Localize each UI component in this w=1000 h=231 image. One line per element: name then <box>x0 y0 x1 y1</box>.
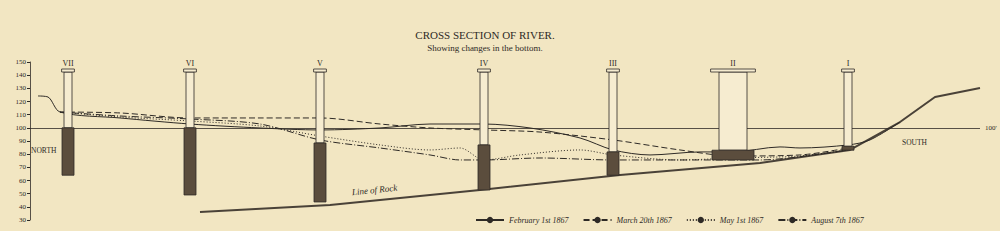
svg-text:110: 110 <box>16 111 27 119</box>
svg-text:VI: VI <box>186 59 195 68</box>
svg-text:Showing changes in the bottom.: Showing changes in the bottom. <box>427 43 543 53</box>
svg-text:SOUTH: SOUTH <box>902 138 928 147</box>
svg-text:100': 100' <box>985 124 997 132</box>
svg-text:March 20th 1867: March 20th 1867 <box>616 216 673 225</box>
svg-text:IV: IV <box>480 59 489 68</box>
svg-text:150: 150 <box>16 58 27 66</box>
svg-text:50: 50 <box>19 190 27 198</box>
svg-text:NORTH: NORTH <box>31 146 57 155</box>
svg-text:August 7th 1867: August 7th 1867 <box>810 216 864 225</box>
svg-text:140: 140 <box>16 71 27 79</box>
svg-text:V: V <box>317 59 323 68</box>
svg-text:90: 90 <box>19 137 27 145</box>
svg-text:80: 80 <box>19 150 27 158</box>
svg-text:30: 30 <box>19 216 27 224</box>
svg-text:May 1st 1867: May 1st 1867 <box>719 216 765 225</box>
svg-text:60: 60 <box>19 177 27 185</box>
svg-text:130: 130 <box>16 84 27 92</box>
svg-text:III: III <box>609 59 617 68</box>
svg-text:I: I <box>847 59 850 68</box>
svg-text:100: 100 <box>16 124 27 132</box>
svg-text:II: II <box>730 59 736 68</box>
svg-text:120: 120 <box>16 98 27 106</box>
svg-text:CROSS SECTION OF RIVER.: CROSS SECTION OF RIVER. <box>415 29 555 41</box>
svg-text:VII: VII <box>62 59 73 68</box>
svg-text:February 1st 1867: February 1st 1867 <box>508 216 570 225</box>
svg-text:70: 70 <box>19 163 27 171</box>
svg-text:Line of Rock: Line of Rock <box>350 183 398 198</box>
svg-text:40: 40 <box>19 203 27 211</box>
